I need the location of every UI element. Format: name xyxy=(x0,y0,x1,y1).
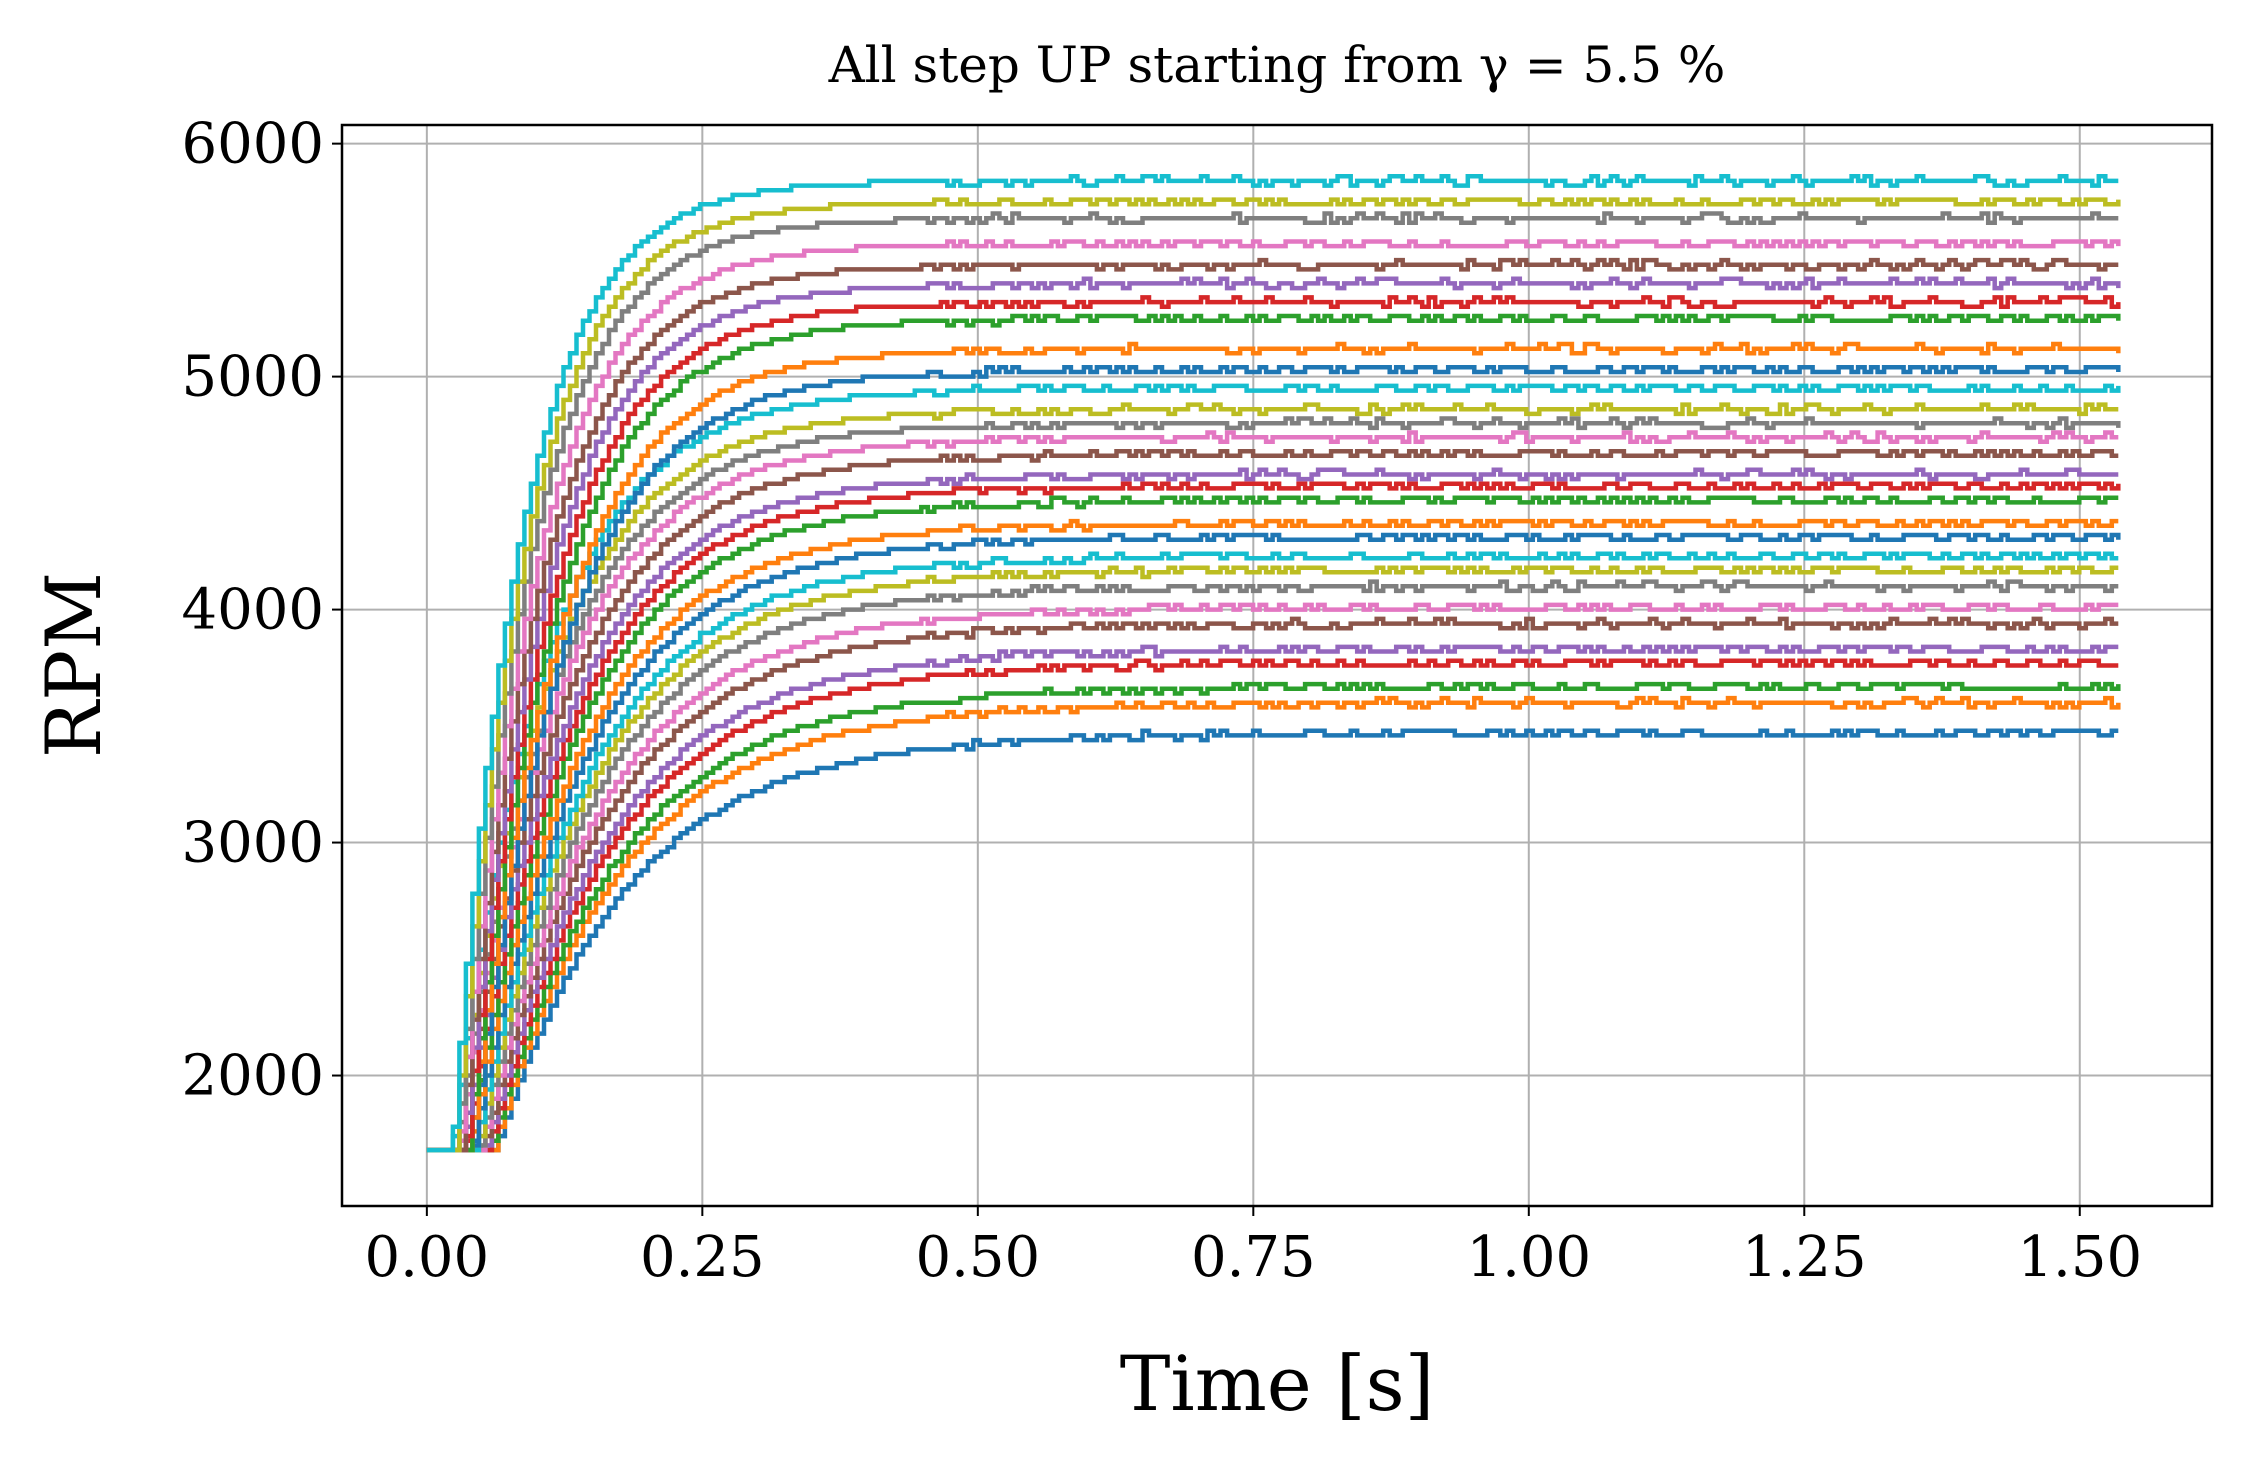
series-line xyxy=(426,728,2119,1153)
series-line xyxy=(426,644,2119,1153)
series-line xyxy=(426,695,2121,1153)
series-line xyxy=(426,276,2121,1153)
series-line xyxy=(426,211,2119,1153)
x-tick-label: 1.25 xyxy=(1742,1225,1867,1290)
series-line xyxy=(426,448,2119,1153)
series-line xyxy=(426,341,2121,1153)
series-line xyxy=(426,313,2121,1153)
series-line xyxy=(426,239,2121,1153)
x-tick-label: 1.50 xyxy=(2017,1225,2142,1290)
x-tick-label: 0.75 xyxy=(1191,1225,1316,1290)
x-axis-label: Time [s] xyxy=(1120,1339,1435,1428)
series-line xyxy=(426,602,2119,1153)
series-line xyxy=(426,402,2119,1153)
y-tick-label: 3000 xyxy=(181,811,324,876)
series-line xyxy=(426,518,2119,1153)
series-line xyxy=(426,532,2121,1153)
series-line xyxy=(426,681,2121,1153)
x-tick-label: 0.25 xyxy=(640,1225,765,1290)
series-line xyxy=(426,197,2121,1153)
series-line xyxy=(426,616,2119,1153)
series-line xyxy=(426,365,2121,1153)
series-line xyxy=(426,495,2119,1153)
series-line xyxy=(426,579,2119,1153)
chart-title: All step UP starting from γ = 5.5 % xyxy=(828,36,1726,94)
x-tick-label: 0.50 xyxy=(915,1225,1040,1290)
y-axis-label: RPM xyxy=(29,572,118,758)
series-line xyxy=(426,257,2119,1153)
y-tick-label: 6000 xyxy=(181,112,324,177)
series-line xyxy=(426,551,2119,1153)
series-line xyxy=(426,481,2121,1153)
series-line xyxy=(426,658,2119,1153)
x-tick-label: 1.00 xyxy=(1466,1225,1591,1290)
series-line xyxy=(426,565,2119,1153)
tick-layer: 0.00 0.25 0.50 0.75 1.00 1.25 1.50 2000 3000 4000… xyxy=(181,112,2142,1290)
series-line xyxy=(426,174,2119,1153)
series-line xyxy=(426,416,2121,1153)
y-tick-label: 5000 xyxy=(181,345,324,410)
x-tick-label: 0.00 xyxy=(365,1225,490,1290)
y-tick-label: 4000 xyxy=(181,578,324,643)
plot-frame xyxy=(340,123,2214,1208)
series-line xyxy=(426,467,2119,1153)
series-line xyxy=(426,295,2121,1153)
y-tick-label: 2000 xyxy=(181,1044,324,1109)
series-line xyxy=(426,430,2119,1153)
series-layer xyxy=(426,174,2121,1153)
